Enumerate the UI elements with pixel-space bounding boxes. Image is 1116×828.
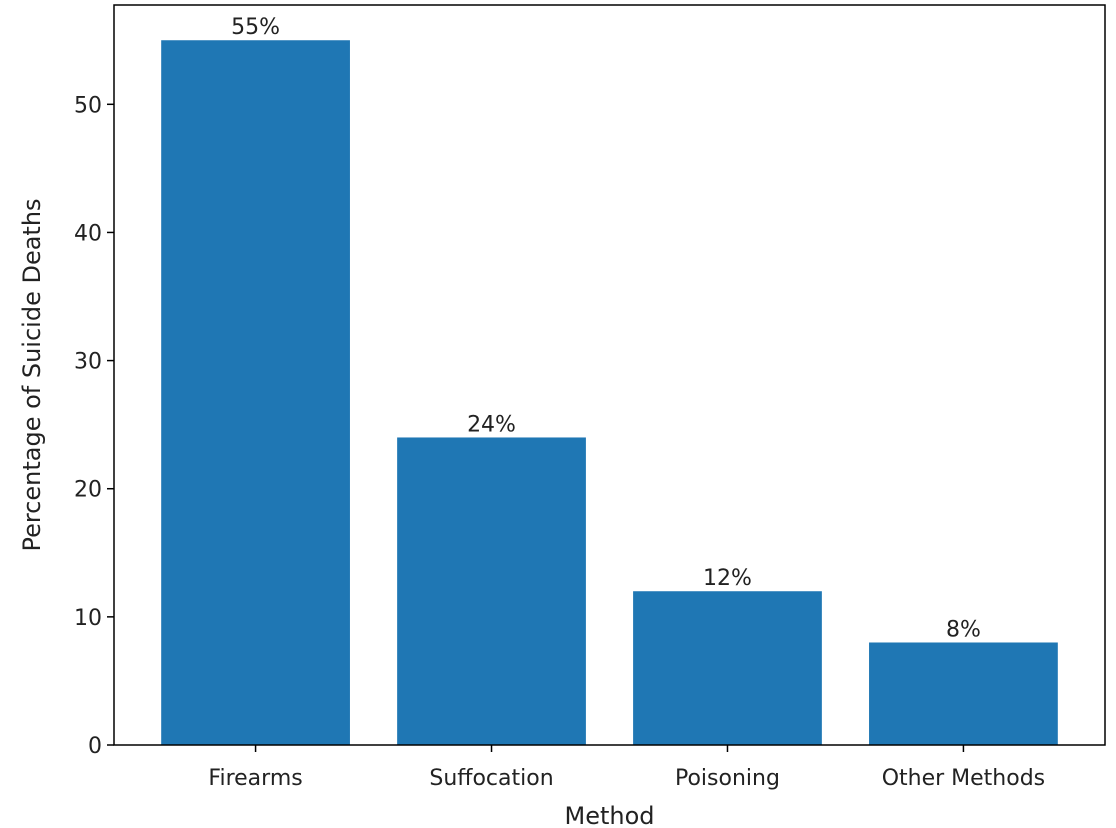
y-tick-label: 20 bbox=[74, 478, 102, 503]
y-axis: 0 10 20 30 40 50 bbox=[74, 93, 114, 759]
bar-value-label: 24% bbox=[467, 412, 516, 437]
bar-firearms bbox=[161, 40, 350, 745]
bar-value-label: 8% bbox=[946, 617, 981, 642]
y-tick-label: 10 bbox=[74, 606, 102, 631]
bar-value-labels: 55% 24% 12% 8% bbox=[231, 15, 981, 642]
x-axis-label: Method bbox=[564, 802, 654, 828]
y-tick-label: 0 bbox=[88, 734, 102, 759]
bars bbox=[161, 40, 1058, 745]
y-tick-label: 40 bbox=[74, 221, 102, 246]
bar-value-label: 55% bbox=[231, 15, 280, 40]
bar-other-methods bbox=[869, 642, 1058, 745]
y-tick-label: 50 bbox=[74, 93, 102, 118]
bar-poisoning bbox=[633, 591, 822, 745]
x-axis: Firearms Suffocation Poisoning Other Method… bbox=[208, 745, 1045, 791]
axes-frame bbox=[113, 4, 1106, 746]
bar-value-label: 12% bbox=[703, 566, 752, 591]
plot-area: 55% 24% 12% 8% bbox=[113, 4, 1106, 746]
y-axis-label: Percentage of Suicide Deaths bbox=[18, 198, 46, 551]
bar-suffocation bbox=[397, 437, 586, 745]
x-tick-label: Poisoning bbox=[675, 766, 780, 791]
y-tick-label: 30 bbox=[74, 350, 102, 375]
x-tick-label: Suffocation bbox=[429, 766, 553, 791]
x-tick-label: Other Methods bbox=[882, 766, 1045, 791]
x-tick-label: Firearms bbox=[208, 766, 302, 791]
